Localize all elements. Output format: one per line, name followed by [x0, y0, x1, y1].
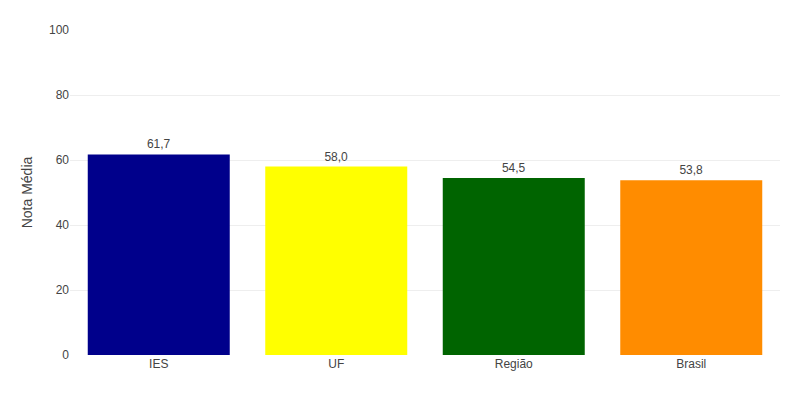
svg-text:IES: IES	[149, 357, 168, 371]
svg-text:Nota Média: Nota Média	[19, 156, 35, 228]
svg-text:80: 80	[56, 88, 70, 102]
svg-text:20: 20	[56, 283, 70, 297]
svg-text:60: 60	[56, 153, 70, 167]
svg-text:0: 0	[62, 348, 69, 362]
svg-text:61,7: 61,7	[147, 137, 171, 151]
svg-text:Região: Região	[495, 357, 533, 371]
svg-text:Brasil: Brasil	[676, 357, 706, 371]
svg-text:58,0: 58,0	[324, 150, 348, 164]
svg-text:40: 40	[56, 218, 70, 232]
svg-text:100: 100	[49, 23, 69, 37]
svg-text:53,8: 53,8	[679, 163, 703, 177]
svg-text:UF: UF	[328, 357, 344, 371]
svg-text:54,5: 54,5	[502, 161, 526, 175]
